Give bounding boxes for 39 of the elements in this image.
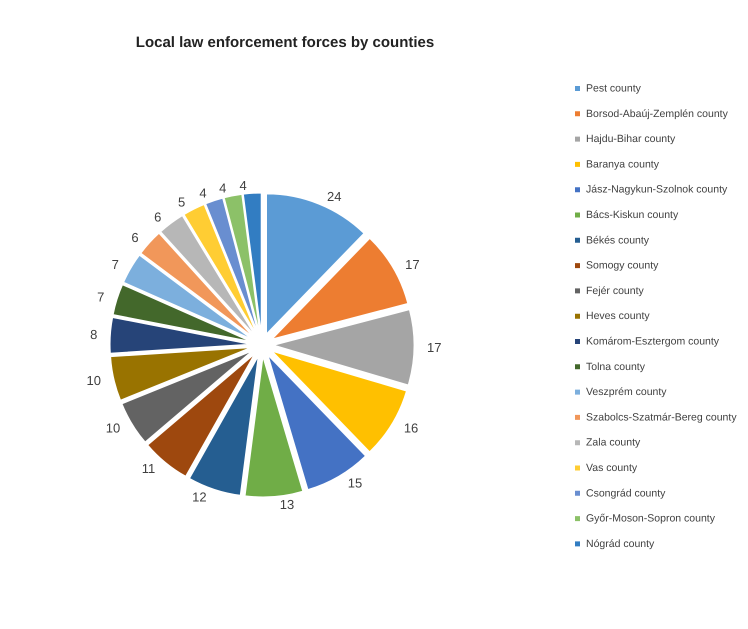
data-label: 6 — [131, 230, 139, 245]
data-label: 17 — [426, 340, 442, 356]
data-label: 17 — [405, 256, 420, 272]
data-label: 4 — [219, 180, 226, 196]
data-label: 4 — [240, 178, 247, 193]
data-label: 13 — [280, 496, 294, 512]
legend-label: Heves county — [586, 310, 650, 322]
data-label: 16 — [404, 420, 418, 436]
legend-label: Somogy county — [586, 260, 660, 272]
data-label: 10 — [86, 373, 102, 388]
legend-label: Bács-Kiskun county — [586, 209, 679, 221]
legend-label: Békés county — [586, 234, 650, 246]
data-label: 11 — [142, 460, 156, 476]
data-label: 24 — [327, 189, 342, 204]
data-label: 7 — [97, 290, 104, 305]
data-label: 12 — [192, 489, 207, 504]
data-label: 15 — [348, 476, 362, 491]
legend-label: Hajdu-Bihar county — [586, 133, 676, 146]
data-label: 8 — [90, 327, 98, 342]
chart-title: Local law enforcement forces by counties — [136, 34, 434, 51]
legend-label: Komárom-Esztergom county — [586, 336, 720, 348]
legend-label: Szabolcs-Szatmár-Bereg county — [586, 411, 738, 424]
legend-label: Vas county — [586, 462, 638, 474]
legend-label: Borsod-Abaúj-Zemplén county — [586, 108, 729, 120]
legend-label: Fejér county — [586, 284, 645, 297]
legend-label: Zala county — [586, 436, 642, 449]
legend-label: Nógrád county — [586, 538, 656, 550]
data-label: 4 — [199, 186, 207, 201]
legend-label: Tolna county — [586, 360, 646, 373]
legend-label: Győr-Moson-Sopron county — [586, 512, 716, 525]
legend-label: Veszprém county — [586, 386, 668, 398]
data-label: 10 — [106, 420, 120, 436]
legend-label: Csongrád county — [586, 487, 666, 500]
legend-label: Jász-Nagykun-Szolnok county — [586, 184, 728, 196]
data-label: 6 — [154, 209, 162, 224]
data-label: 5 — [178, 194, 186, 210]
data-label: 7 — [112, 256, 119, 272]
legend-label: Pest county — [586, 82, 642, 94]
legend-label: Baranya county — [586, 158, 660, 170]
